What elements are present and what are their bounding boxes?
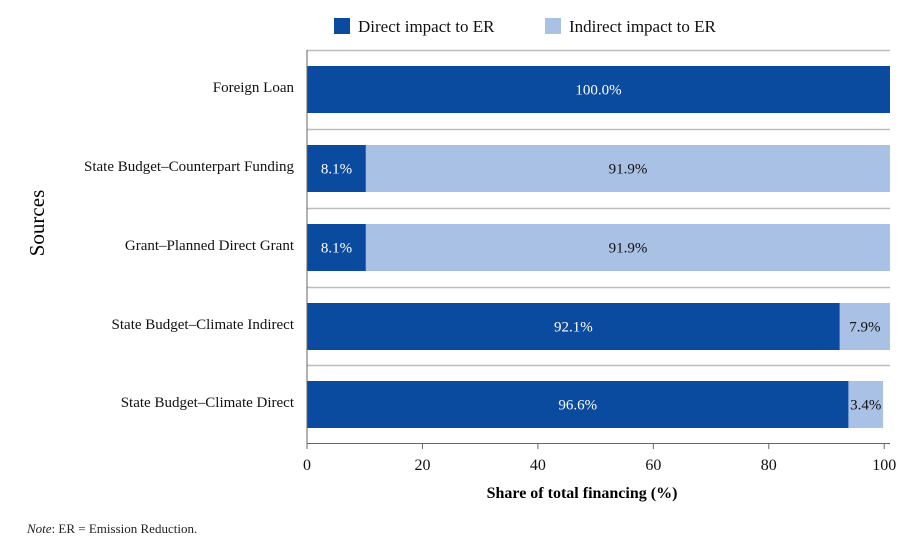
category-label: State Budget–Counterpart Funding xyxy=(84,159,294,175)
bar-direct xyxy=(307,303,840,350)
bar-direct xyxy=(307,145,366,192)
bar-label-direct: 100.0% xyxy=(575,83,621,99)
x-tick-label: 0 xyxy=(303,457,311,474)
category-label: Foreign Loan xyxy=(213,80,295,96)
bar-direct xyxy=(307,66,890,113)
x-tick-label: 40 xyxy=(530,457,546,474)
bar-direct xyxy=(307,381,849,428)
bar-label-indirect: 3.4% xyxy=(850,398,881,414)
note-text: : ER = Emission Reduction. xyxy=(51,521,198,536)
legend-label-direct: Direct impact to ER xyxy=(358,17,495,36)
legend: Direct impact to ER Indirect impact to E… xyxy=(334,17,716,36)
x-axis-title: Share of total financing (%) xyxy=(487,485,678,502)
bar-label-direct: 8.1% xyxy=(321,241,352,257)
bar-label-indirect: 7.9% xyxy=(849,320,880,336)
x-tick-label: 80 xyxy=(761,457,777,474)
footnote: Note: ER = Emission Reduction. xyxy=(27,521,197,537)
category-labels: Foreign Loan State Budget–Counterpart Fun… xyxy=(84,80,295,411)
bar-indirect xyxy=(848,381,884,428)
legend-swatch-indirect xyxy=(545,18,561,34)
bar-label-direct: 96.6% xyxy=(558,398,597,414)
x-tick-label: 60 xyxy=(645,457,661,474)
category-label: State Budget–Climate Indirect xyxy=(112,317,295,333)
bar-indirect xyxy=(365,224,891,271)
bar-label-direct: 8.1% xyxy=(321,162,352,178)
category-label: Grant–Planned Direct Grant xyxy=(125,238,295,254)
bars: 100.0% 8.1% 91.9% 8.1% 91.9% 92.1% 7.9% 96.6% 3.… xyxy=(307,66,891,428)
x-tick-label: 100 xyxy=(872,457,896,474)
legend-swatch-direct xyxy=(334,18,350,34)
bar-label-indirect: 91.9% xyxy=(609,241,648,257)
y-axis-title: Sources xyxy=(25,190,49,257)
note-label: Note xyxy=(27,521,52,536)
category-label: State Budget–Climate Direct xyxy=(121,395,295,411)
bar-label-direct: 92.1% xyxy=(554,320,593,336)
bar-direct xyxy=(307,224,366,271)
x-axis: 0 20 40 60 80 100 xyxy=(303,50,896,474)
x-tick-label: 20 xyxy=(414,457,430,474)
bar-indirect xyxy=(839,303,890,350)
legend-label-indirect: Indirect impact to ER xyxy=(569,17,716,36)
bar-label-indirect: 91.9% xyxy=(609,162,648,178)
bar-indirect xyxy=(365,145,891,192)
row-separators xyxy=(307,49,890,367)
